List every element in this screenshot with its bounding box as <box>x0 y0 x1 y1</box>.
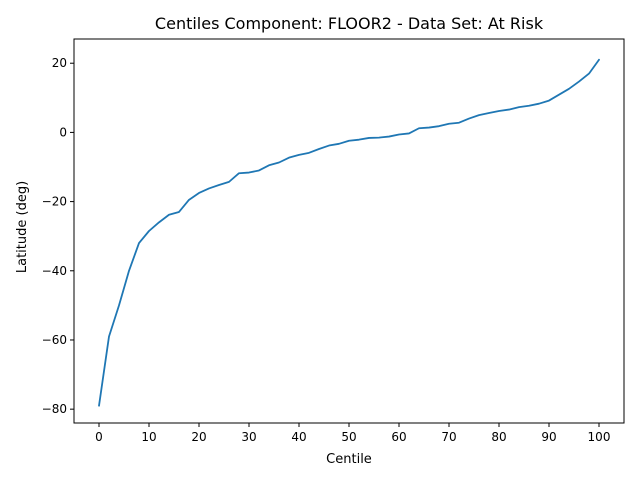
y-tick-label: −20 <box>42 195 67 209</box>
x-tick-label: 70 <box>441 430 456 444</box>
x-tick-label: 60 <box>391 430 406 444</box>
x-tick-label: 100 <box>588 430 611 444</box>
y-tick-label: −60 <box>42 333 67 347</box>
x-tick-label: 10 <box>141 430 156 444</box>
y-tick-label: −40 <box>42 264 67 278</box>
series-line-0 <box>98 58 600 407</box>
x-axis-label: Centile <box>326 452 372 467</box>
x-tick-label: 80 <box>491 430 506 444</box>
x-tick-label: 0 <box>95 430 103 444</box>
plot-area: 0 10 20 30 40 50 60 70 80 90 100 −80 −60 −40 −20 0 20 <box>42 38 625 444</box>
y-tick-label: −80 <box>42 402 67 416</box>
chart-title: Centiles Component: FLOOR2 - Data Set: A… <box>155 14 544 33</box>
x-tick-label: 20 <box>191 430 206 444</box>
x-tick-label: 50 <box>341 430 356 444</box>
x-tick-label: 30 <box>241 430 256 444</box>
y-axis-label: Latitude (deg) <box>15 181 30 273</box>
y-tick-label: 20 <box>52 56 67 70</box>
x-tick-label: 90 <box>541 430 556 444</box>
y-tick-label: 0 <box>59 125 67 139</box>
x-tick-label: 40 <box>291 430 306 444</box>
